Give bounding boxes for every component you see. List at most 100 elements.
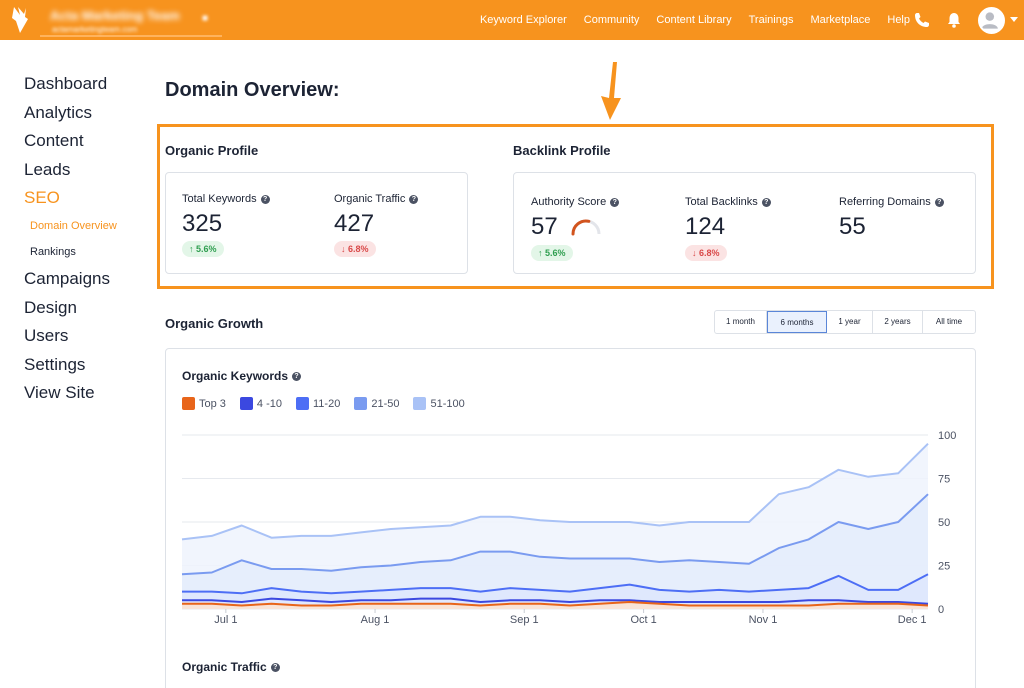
help-icon[interactable]: ? (934, 197, 944, 207)
y-tick-label: 0 (938, 604, 944, 616)
arrow-up-icon: ↑ (538, 248, 543, 258)
series-line-3 (181, 493, 929, 576)
total-backlinks-value: 124 (685, 213, 726, 240)
top-bar: Acta Marketing Team actamarketingteam.co… (0, 0, 1024, 40)
total-backlinks-label: Total Backlinks ? (685, 196, 771, 208)
organic-traffic-change-badge: ↓ 6.8% (334, 241, 376, 257)
arrow-up-icon: ↑ (189, 244, 194, 254)
x-tick-label: Nov 1 (749, 614, 778, 626)
avatar-icon[interactable] (978, 7, 1005, 34)
range-all-time-button[interactable]: All time (935, 317, 963, 326)
sidebar-item-campaigns[interactable]: Campaigns (24, 268, 110, 288)
y-tick-label: 50 (938, 517, 950, 529)
chart-legend: Top 3 4 -10 11-20 21-50 51-100 (182, 397, 465, 410)
legend-swatch (413, 397, 427, 410)
legend-item-top-3[interactable]: Top 3 (182, 397, 226, 410)
total-keywords-label: Total Keywords ? (182, 193, 270, 205)
series-area-3 (182, 494, 928, 609)
x-tick-label: Dec 1 (898, 614, 927, 626)
chevron-down-icon[interactable] (1010, 17, 1018, 22)
help-icon[interactable]: ? (409, 194, 419, 204)
x-tick-label: Sep 1 (510, 614, 539, 626)
referring-domains-value: 55 (839, 213, 866, 240)
arrow-down-icon: ↓ (692, 248, 697, 258)
organic-traffic-value: 427 (334, 210, 375, 237)
authority-score-label: Authority Score ? (531, 196, 620, 208)
sidebar-item-leads[interactable]: Leads (24, 159, 71, 179)
x-tick-label: Jul 1 (214, 614, 237, 626)
sidebar-item-design[interactable]: Design (24, 297, 77, 317)
account-url: actamarketingteam.com (52, 25, 138, 34)
sidebar-subitem-domain-overview[interactable]: Domain Overview (30, 219, 117, 232)
backlink-profile-title: Backlink Profile (513, 143, 611, 158)
legend-item-51-100[interactable]: 51-100 (413, 397, 465, 410)
y-tick-label: 25 (938, 561, 950, 573)
help-icon[interactable]: ? (610, 197, 620, 207)
legend-item-21-50[interactable]: 21-50 (354, 397, 399, 410)
nav-trainings[interactable]: Trainings (748, 14, 794, 26)
sidebar-item-content[interactable]: Content (24, 131, 84, 151)
legend-swatch (239, 397, 253, 410)
account-switcher[interactable]: Acta Marketing Team actamarketingteam.co… (40, 4, 222, 37)
series-line-2 (182, 573, 929, 595)
referring-domains-label: Referring Domains ? (839, 196, 944, 208)
legend-swatch (182, 397, 195, 410)
nav-community[interactable]: Community (583, 14, 640, 26)
x-tick-label: Aug 1 (361, 614, 390, 626)
legend-swatch (296, 397, 309, 410)
organic-growth-card (165, 348, 976, 688)
legend-item-11-20[interactable]: 11-20 (296, 397, 340, 410)
organic-growth-title: Organic Growth (165, 316, 264, 331)
top-nav: Keyword Explorer Community Content Libra… (480, 0, 910, 40)
legend-swatch (354, 397, 368, 410)
annotation-arrow-icon (601, 62, 621, 120)
series-line-0 (182, 601, 929, 607)
y-tick-label: 100 (938, 430, 956, 442)
y-tick-label: 75 (938, 474, 950, 486)
sidebar: Dashboard Analytics Content Leads SEO Do… (24, 70, 149, 408)
sidebar-item-settings[interactable]: Settings (24, 354, 86, 374)
organic-traffic-chart-title: Organic Traffic ? (182, 660, 280, 674)
account-extra: ■ (202, 13, 209, 24)
sidebar-item-view-site[interactable]: View Site (24, 383, 95, 403)
carrot-logo-icon[interactable] (6, 5, 34, 35)
range-1-year-button[interactable]: 1 year (827, 311, 873, 333)
nav-content-library[interactable]: Content Library (656, 14, 732, 26)
organic-traffic-label: Organic Traffic ? (334, 193, 419, 205)
range-2-years-button[interactable]: 2 years (873, 311, 923, 333)
total-keywords-value: 325 (182, 210, 223, 237)
help-icon[interactable]: ? (270, 662, 280, 672)
sidebar-item-seo[interactable]: SEO (24, 188, 60, 208)
total-backlinks-change-badge: ↓ 6.8% (685, 245, 727, 261)
arrow-down-icon: ↓ (341, 244, 346, 254)
help-icon[interactable]: ? (260, 194, 270, 204)
help-icon[interactable]: ? (292, 371, 302, 381)
bell-icon[interactable] (945, 11, 963, 29)
legend-item-4-10[interactable]: 4 -10 (239, 397, 282, 410)
range-6-months-button[interactable]: 6 months (767, 311, 827, 333)
series-line-4 (181, 442, 929, 541)
x-tick-label: Oct 1 (630, 614, 656, 626)
organic-profile-card: Total Keywords ? 325 ↑ 5.6% Organic Traf… (165, 172, 468, 274)
nav-keyword-explorer[interactable]: Keyword Explorer (479, 14, 567, 26)
series-line-1 (182, 597, 929, 605)
help-icon[interactable]: ? (761, 197, 771, 207)
sidebar-item-users[interactable]: Users (24, 326, 69, 346)
account-name: Acta Marketing Team (50, 8, 180, 23)
sidebar-item-analytics[interactable]: Analytics (24, 102, 93, 122)
total-keywords-change-badge: ↑ 5.6% (182, 241, 224, 257)
backlink-profile-card: Authority Score ? 57 ↑ 5.6% Total Backli… (513, 172, 976, 274)
authority-score-gauge-icon (571, 219, 601, 236)
time-range-selector: 1 month 6 months 1 year 2 years All time (714, 310, 976, 334)
page-title: Domain Overview: (165, 79, 340, 101)
organic-keywords-chart[interactable]: 0 25 50 75 100 Jul 1 Aug 1 Sep 1 Oct 1 Nov 1 Dec 1 (170, 425, 970, 630)
sidebar-subitem-rankings[interactable]: Rankings (30, 245, 76, 258)
nav-help[interactable]: Help (887, 14, 910, 26)
organic-profile-title: Organic Profile (165, 143, 259, 158)
nav-marketplace[interactable]: Marketplace (810, 14, 871, 26)
phone-icon[interactable] (913, 11, 931, 29)
range-1-month-button[interactable]: 1 month (715, 311, 767, 333)
sidebar-item-dashboard[interactable]: Dashboard (24, 74, 108, 93)
annotation-highlight-box (157, 124, 994, 289)
authority-score-change-badge: ↑ 5.6% (531, 245, 573, 261)
